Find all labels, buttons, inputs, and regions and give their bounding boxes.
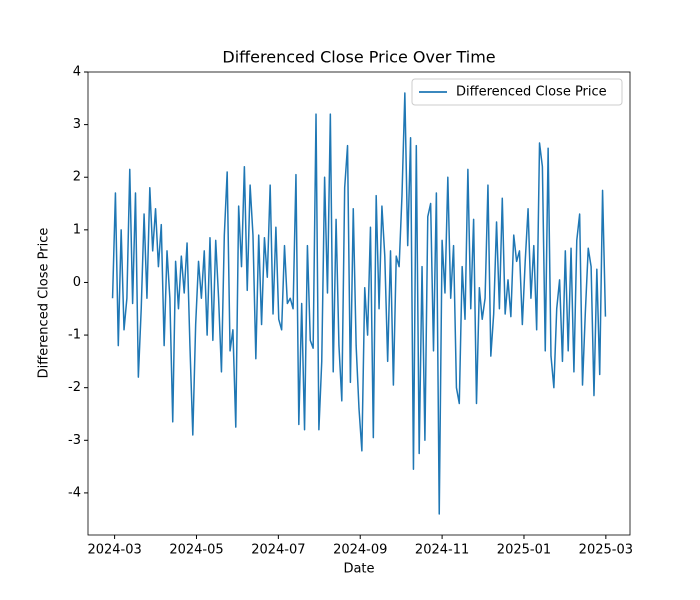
y-tick-label: 4: [73, 65, 81, 80]
x-tick-label: 2024-03: [87, 543, 141, 558]
x-tick-label: 2024-09: [333, 543, 387, 558]
x-axis-label: Date: [343, 562, 374, 577]
legend-label: Differenced Close Price: [456, 85, 607, 100]
y-tick-label: -1: [68, 328, 81, 343]
x-tick-label: 2025-03: [579, 543, 633, 558]
x-tick-label: 2024-05: [169, 543, 223, 558]
y-tick-label: 1: [73, 222, 81, 237]
x-tick-label: 2025-01: [497, 543, 551, 558]
data-line: [111, 92, 607, 515]
y-tick-label: -3: [68, 433, 81, 448]
y-tick-label: 3: [73, 117, 81, 132]
y-axis-label: Differenced Close Price: [37, 228, 52, 379]
y-tick-label: 2: [73, 170, 81, 185]
legend-box: [411, 78, 623, 106]
y-tick-label: -2: [68, 380, 81, 395]
y-tick-label: -4: [68, 485, 81, 500]
x-tick-label: 2024-07: [251, 543, 305, 558]
x-tick-label: 2024-11: [415, 543, 469, 558]
plot-frame: [87, 71, 631, 536]
chart-title: Differenced Close Price Over Time: [222, 48, 495, 67]
y-tick-label: 0: [73, 275, 81, 290]
